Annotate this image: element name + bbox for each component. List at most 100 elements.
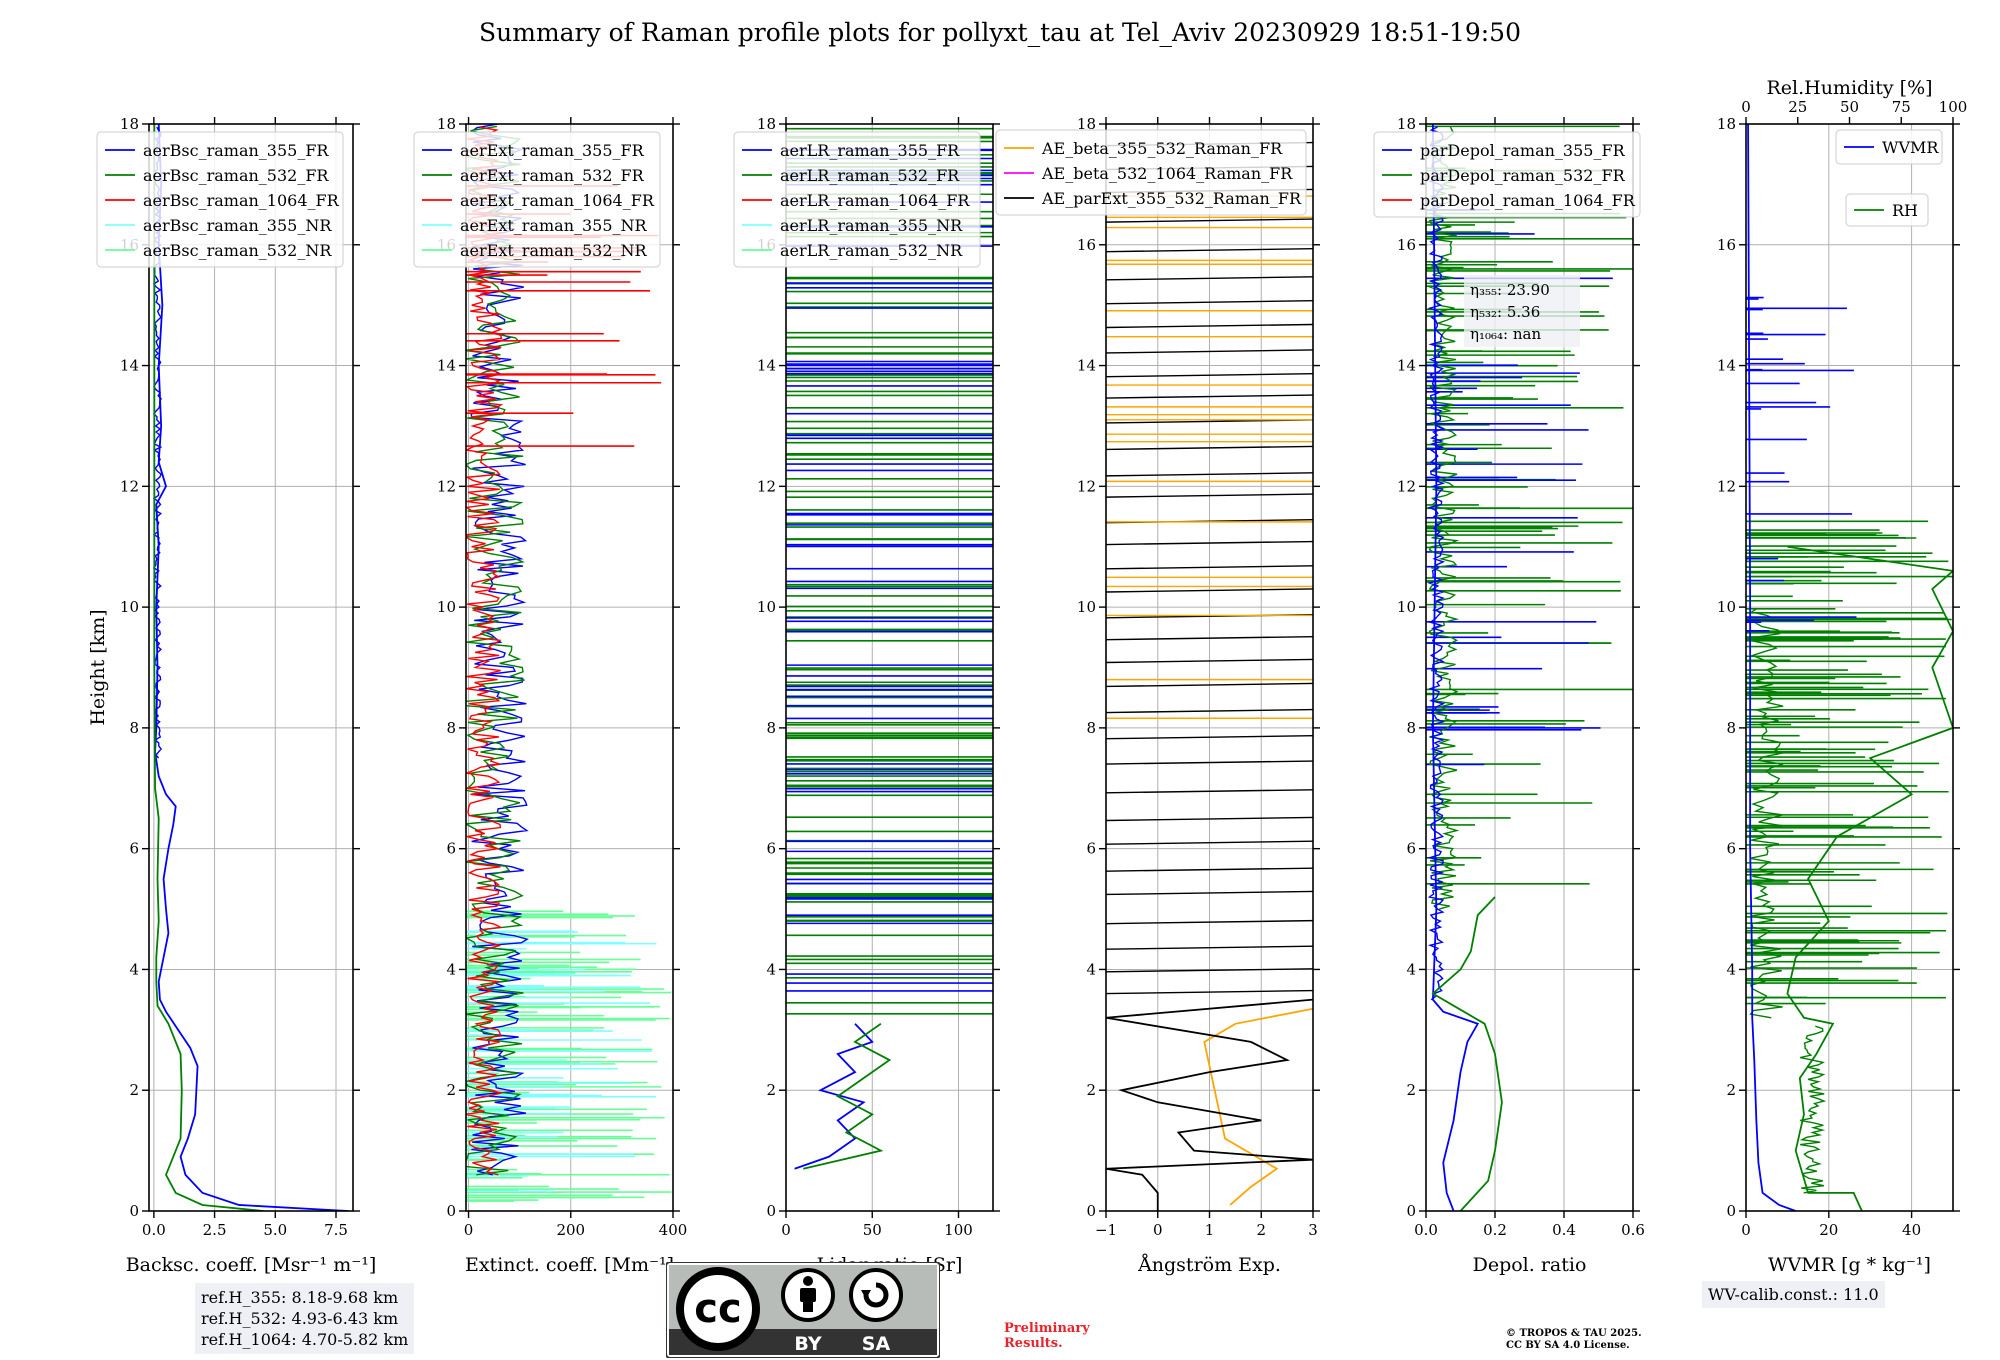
rh-low-trace [1799,1025,1827,1194]
reference-height-box: ref.H_355: 8.18-9.68 km ref.H_532: 4.93-… [195,1283,415,1354]
ae-ext-fill [1106,394,1313,399]
x2-axis-label: Rel.Humidity [%] [1766,77,1932,99]
ytick-label: 10 [1717,598,1736,616]
cc-by-sa-badge: cc BY SA [666,1262,940,1358]
ext-fr-1064-trace [466,126,504,1176]
legend-box [995,129,1307,216]
ytick-label: 10 [1077,598,1096,616]
x2tick-label: 75 [1892,98,1911,116]
legend-box [733,131,981,268]
legend-entry: parDepol_raman_355_FR [1420,141,1626,160]
series-bsc-0 [154,124,349,1211]
legend-lr: aerLR_raman_355_FR aerLR_raman_532_FR aerL… [733,131,981,268]
ytick-label: 18 [120,115,139,133]
ytick-label: 6 [1726,840,1736,858]
ae-ext-fill [1106,816,1313,822]
ytick-label: 18 [1397,115,1416,133]
figure-title: Summary of Raman profile plots for polly… [479,18,1521,47]
ytick-label: 16 [1717,236,1736,254]
ytick-label: 0 [1406,1202,1416,1220]
legend-dep: parDepol_raman_355_FR parDepol_raman_532_… [1373,131,1641,218]
axes-frame-bsc [148,123,354,1212]
x-axis-label: Ångström Exp. [1137,1254,1281,1276]
legend-entry: aerLR_raman_1064_FR [780,191,970,210]
copyright-note: © TROPOS & TAU 2025. CC BY SA 4.0 Licens… [1506,1328,1642,1352]
ytick-label: 10 [437,598,456,616]
axes-frame-lr [785,123,994,1212]
panel-wv: 0 2 4 6 8 10 12 14 16 18 0 20 40 0 25 50 75 100 Rel.Humidi… [1717,77,1967,1276]
axes-frame-ext [465,123,674,1212]
ytick-label: 6 [129,840,139,858]
ytick-label: 14 [1397,357,1416,375]
ae-ext-fill [1106,218,1313,223]
axes-frame-dep [1425,123,1634,1212]
ytick-label: 8 [766,719,776,737]
ae-ext-fill [1106,323,1313,329]
legend-entry: aerBsc_raman_355_NR [143,216,332,235]
legend-entry: aerExt_raman_355_NR [460,216,648,235]
preliminary-line-1: Preliminary [1004,1321,1090,1336]
ae-ext-fill [1106,373,1313,378]
ytick-label: 12 [1717,477,1736,495]
copyright-line-2: CC BY SA 4.0 License. [1506,1340,1630,1351]
ytick-label: 14 [1077,357,1096,375]
legend-entry: aerLR_raman_355_NR [780,216,963,235]
ae-ext-fill [1106,276,1313,281]
x-axis-label: Extinct. coeff. [Mm⁻¹] [465,1254,674,1276]
plot-area-lr [786,127,993,1170]
ae-ext-fill [1106,472,1313,477]
ae-ext-fill [1106,989,1313,995]
ytick-label: 8 [446,719,456,737]
legend-entry: aerLR_raman_355_FR [780,141,960,160]
xtick-label: 200 [556,1221,585,1239]
legend-entry: aerExt_raman_1064_FR [460,191,655,210]
ytick-label: 2 [446,1081,456,1099]
legend-entry: WVMR [1882,138,1939,157]
x2tick-label: 100 [1939,98,1968,116]
xtick-label: 50 [863,1221,882,1239]
ae-ext-fill [1106,445,1313,451]
legend-entry: AE_beta_532_1064_Raman_FR [1041,164,1293,183]
ytick-label: 4 [446,960,456,978]
xtick-label: 0 [781,1221,791,1239]
ytick-label: 16 [1077,236,1096,254]
ytick-label: 12 [437,477,456,495]
legend-entry: parDepol_raman_532_FR [1420,166,1626,185]
legend-box [1373,131,1641,218]
eta-annotation: η₃₅₅: 23.90 η₅₃₂: 5.36 η₁₀₆₄: nan [1464,274,1580,347]
ytick-label: 0 [129,1202,139,1220]
ae-ext-fill [1106,682,1313,688]
ae-ext-fill [1106,968,1313,973]
xtick-label: 0.0 [1414,1221,1438,1239]
legend-entry: aerExt_raman_355_FR [460,141,645,160]
legend-entry: aerBsc_raman_532_FR [143,166,329,185]
ref-height-1064: ref.H_1064: 4.70-5.82 km [201,1330,409,1349]
xtick-label: 400 [659,1221,688,1239]
ytick-label: 10 [1397,598,1416,616]
ytick-label: 10 [757,598,776,616]
xtick-label: 0.4 [1552,1221,1576,1239]
legend-entry: RH [1892,201,1918,220]
ref-height-355: ref.H_355: 8.18-9.68 km [201,1288,399,1307]
ytick-label: 0 [1086,1202,1096,1220]
ae-ext-fill [1106,867,1313,872]
series-wv-0 [1747,124,1796,1211]
legend-box [96,131,344,268]
legend-entry: aerLR_raman_532_NR [780,241,963,260]
copyright-line-1: © TROPOS & TAU 2025. [1506,1328,1642,1339]
xtick-label: 0 [1741,1221,1751,1239]
ae-ext-fill [1106,349,1313,354]
ytick-label: 14 [757,357,776,375]
ytick-label: 4 [1726,960,1736,978]
ytick-label: 6 [1406,840,1416,858]
ytick-label: 14 [437,357,456,375]
series-lr-1 [803,1023,892,1170]
ytick-label: 12 [120,477,139,495]
x2tick-label: 0 [1741,98,1751,116]
ytick-label: 8 [1726,719,1736,737]
attribution-person-icon [781,1268,835,1322]
ytick-label: 2 [766,1081,776,1099]
xtick-label: 0.0 [142,1221,166,1239]
